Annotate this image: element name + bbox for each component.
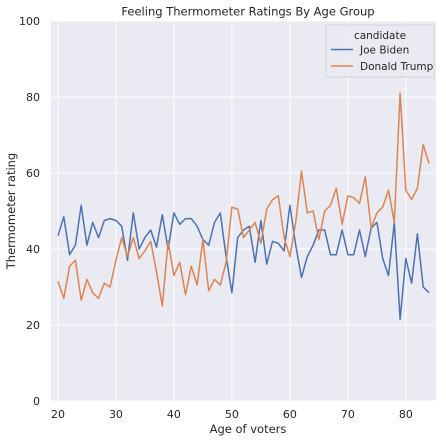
- chart-title: Feeling Thermometer Ratings By Age Group: [121, 5, 374, 19]
- y-tick-label: 60: [26, 167, 40, 180]
- x-tick-label: 20: [51, 408, 65, 421]
- y-axis-label: Thermometer rating: [4, 153, 18, 270]
- x-axis-ticks: 20 30 40 50 60 70 80: [51, 408, 413, 421]
- y-tick-label: 40: [26, 243, 40, 256]
- x-axis-label: Age of voters: [210, 422, 287, 436]
- series-lines: [57, 92, 430, 321]
- series-line-joe-biden: [57, 204, 430, 321]
- plot-area: [51, 21, 436, 401]
- x-tick-label: 30: [109, 408, 123, 421]
- y-tick-label: 80: [26, 91, 40, 104]
- legend: candidate Joe Biden Donald Trump: [325, 24, 435, 78]
- y-tick-label: 20: [26, 319, 40, 332]
- legend-box: [325, 24, 435, 78]
- x-tick-label: 50: [225, 408, 239, 421]
- y-tick-label: 100: [19, 15, 40, 28]
- x-tick-label: 70: [341, 408, 355, 421]
- y-axis-ticks: 0 20 40 60 80 100: [19, 15, 40, 408]
- legend-label-joe-biden: Joe Biden: [359, 45, 409, 57]
- legend-label-donald-trump: Donald Trump: [360, 61, 434, 73]
- x-tick-label: 40: [167, 408, 181, 421]
- series-line-donald-trump: [57, 92, 430, 307]
- grid-lines: [51, 20, 436, 402]
- legend-title: candidate: [354, 30, 406, 42]
- x-tick-label: 60: [283, 408, 297, 421]
- y-tick-label: 0: [33, 395, 40, 408]
- x-tick-label: 80: [399, 408, 413, 421]
